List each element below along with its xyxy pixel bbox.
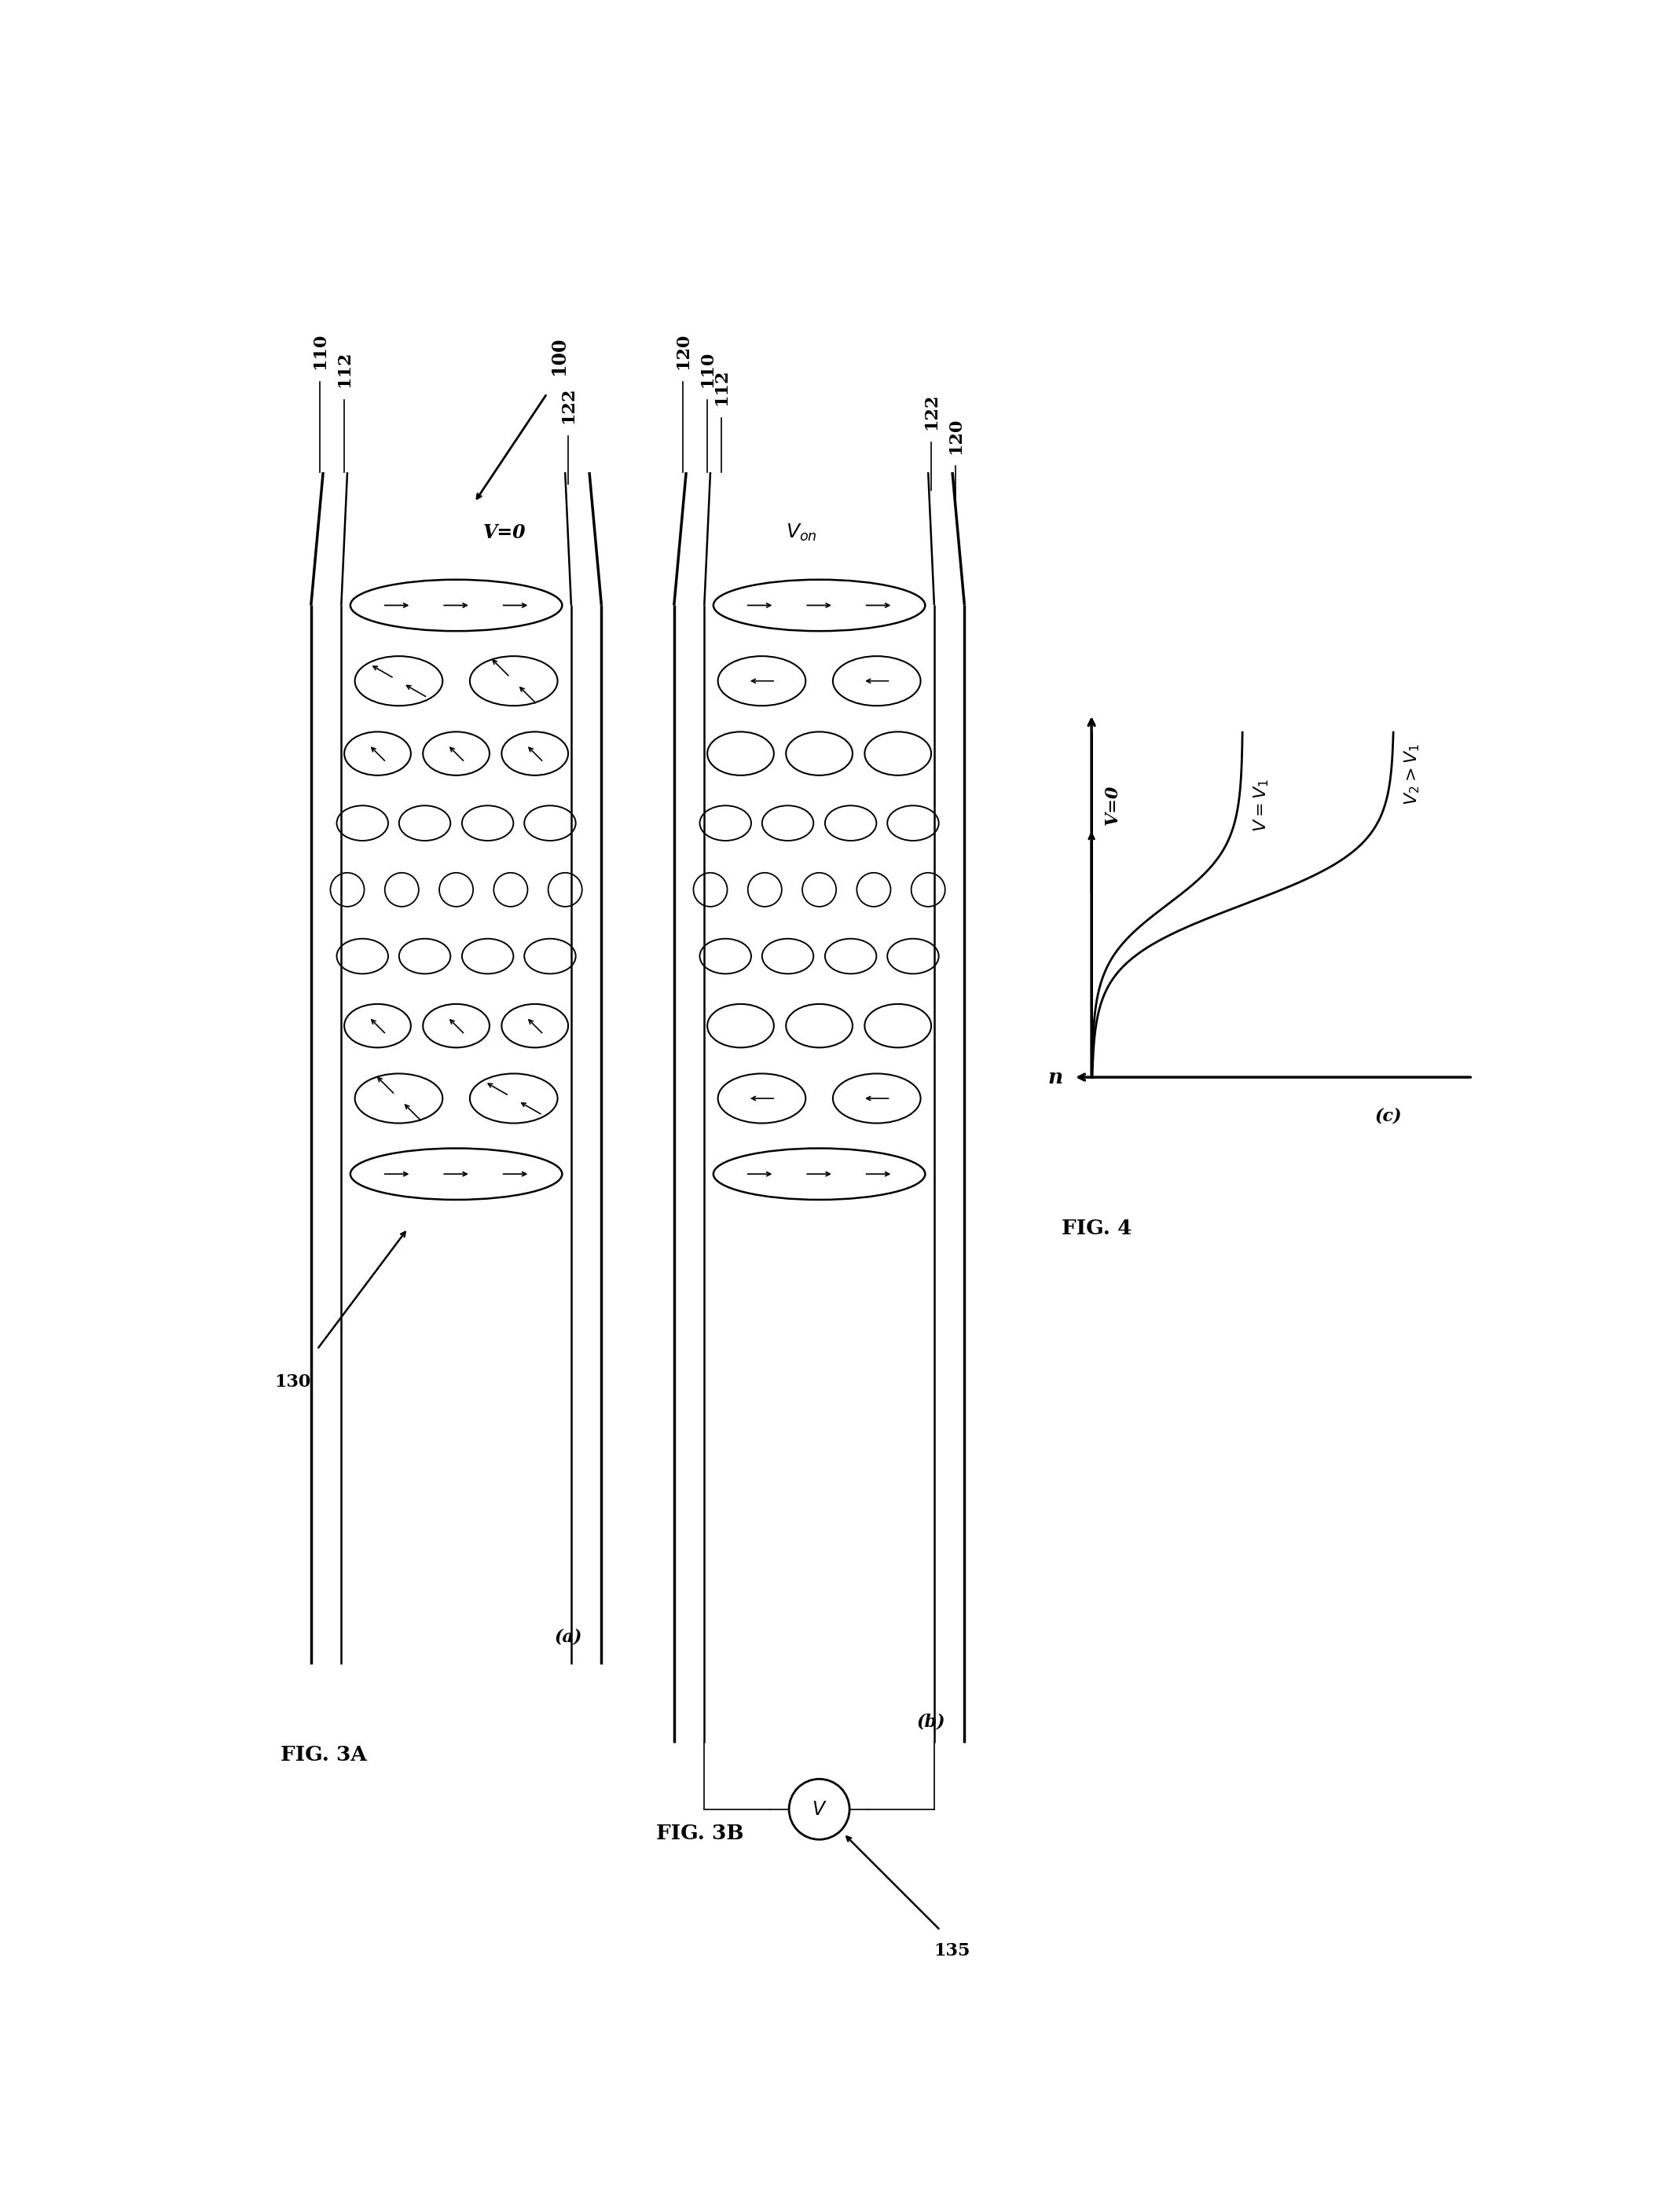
Text: V=0: V=0 <box>484 523 526 542</box>
Text: 110: 110 <box>699 351 716 386</box>
Text: V=0: V=0 <box>1104 784 1121 826</box>
Text: n: n <box>1048 1067 1063 1087</box>
Text: 120: 120 <box>674 334 692 369</box>
Text: 110: 110 <box>311 334 329 369</box>
Text: $V=V_1$: $V=V_1$ <box>1252 777 1270 832</box>
Text: $V$: $V$ <box>811 1801 827 1818</box>
Text: 130: 130 <box>276 1375 311 1390</box>
Text: (b): (b) <box>917 1713 946 1730</box>
Text: (c): (c) <box>1374 1107 1401 1124</box>
Text: FIG. 4: FIG. 4 <box>1062 1219 1132 1239</box>
Text: (a): (a) <box>554 1629 581 1645</box>
Text: 122: 122 <box>922 393 939 430</box>
Text: $V_{on}$: $V_{on}$ <box>786 523 816 542</box>
Text: 135: 135 <box>934 1941 971 1959</box>
Text: $V_2>V_1$: $V_2>V_1$ <box>1403 744 1421 806</box>
Text: 122: 122 <box>559 386 576 424</box>
Text: FIG. 3B: FIG. 3B <box>655 1823 744 1842</box>
Text: 120: 120 <box>948 417 964 455</box>
Text: 100: 100 <box>549 336 568 376</box>
Text: 112: 112 <box>336 351 353 386</box>
Text: 112: 112 <box>712 369 729 406</box>
Text: FIG. 3A: FIG. 3A <box>281 1746 368 1766</box>
